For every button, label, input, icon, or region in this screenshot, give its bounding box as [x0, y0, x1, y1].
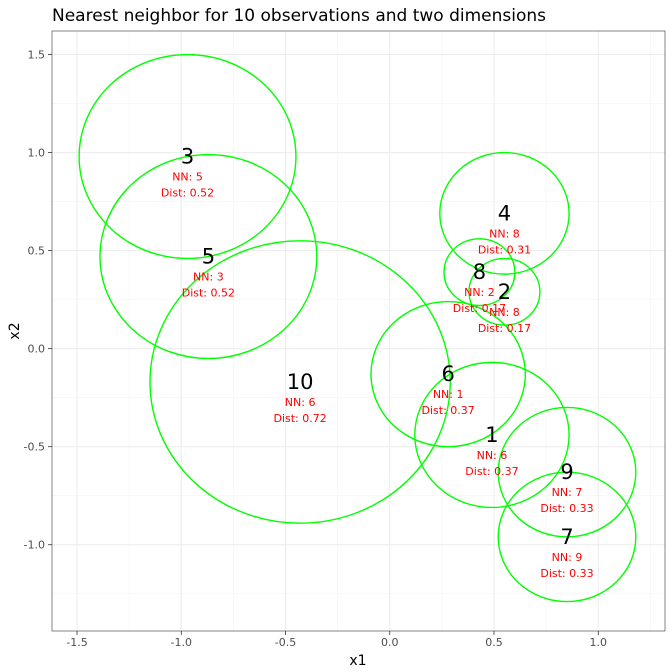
nn-label-6: NN: 1 [433, 388, 464, 401]
x-tick-label: 0.5 [485, 636, 503, 649]
y-tick-label: 1.0 [28, 147, 46, 160]
x-tick-label: 1.0 [590, 636, 608, 649]
dist-label-9: Dist: 0.33 [540, 502, 593, 515]
distance-circle-7 [497, 471, 637, 603]
x-tick-label: -1.5 [66, 636, 87, 649]
chart-title: Nearest neighbor for 10 observations and… [52, 6, 546, 26]
point-id-label-9: 9 [560, 460, 573, 484]
nn-label-5: NN: 3 [193, 270, 224, 283]
panel-border [51, 30, 666, 632]
distance-circle-3 [78, 53, 297, 260]
nn-label-8: NN: 2 [464, 286, 495, 299]
y-tick-label: 1.5 [28, 49, 46, 62]
point-id-label-1: 1 [485, 423, 498, 447]
dist-label-10: Dist: 0.72 [273, 412, 326, 425]
distance-circle-4 [439, 151, 570, 275]
distance-circles [78, 53, 637, 603]
point-id-label-10: 10 [287, 370, 314, 394]
nn-label-9: NN: 7 [552, 486, 583, 499]
x-axis: -1.5 -1.0 -0.5 0.0 0.5 1.0 [66, 631, 607, 649]
point-id-label-7: 7 [560, 525, 573, 549]
nn-label-4: NN: 8 [489, 227, 520, 240]
y-tick-label: -0.5 [24, 441, 45, 454]
nn-label-10: NN: 6 [285, 396, 316, 409]
distance-circle-8 [443, 238, 516, 307]
x-tick-label: -1.0 [171, 636, 192, 649]
dist-label-8: Dist: 0.17 [453, 302, 506, 315]
dist-label-7: Dist: 0.33 [540, 567, 593, 580]
dist-label-3: Dist: 0.52 [161, 186, 214, 199]
distance-circle-9 [497, 406, 637, 538]
point-id-label-4: 4 [498, 201, 511, 225]
nn-label-1: NN: 6 [477, 449, 508, 462]
dist-label-6: Dist: 0.37 [422, 404, 475, 417]
distance-circle-10 [149, 240, 451, 524]
dist-label-5: Dist: 0.52 [182, 286, 235, 299]
nn-label-3: NN: 5 [172, 170, 203, 183]
point-id-label-3: 3 [181, 144, 194, 168]
y-axis-title: x2 [7, 322, 23, 339]
dist-label-1: Dist: 0.37 [465, 465, 518, 478]
point-id-label-8: 8 [473, 260, 486, 284]
y-axis: -1.0 -0.5 0.0 0.5 1.0 1.5 [24, 49, 52, 552]
point-id-label-5: 5 [202, 244, 215, 268]
x-tick-label: 0.0 [381, 636, 399, 649]
distance-circle-5 [99, 153, 318, 360]
point-id-label-2: 2 [498, 280, 511, 304]
point-id-label-6: 6 [441, 362, 454, 386]
x-axis-title: x1 [349, 653, 366, 669]
x-tick-label: -0.5 [275, 636, 296, 649]
nn-label-7: NN: 9 [552, 551, 583, 564]
distance-circle-1 [414, 361, 570, 509]
dist-label-2: Dist: 0.17 [478, 322, 531, 335]
dist-label-4: Dist: 0.31 [478, 243, 531, 256]
y-tick-label: -1.0 [24, 539, 45, 552]
y-tick-label: 0.0 [28, 343, 46, 356]
y-tick-label: 0.5 [28, 245, 46, 258]
nn-label-2: NN: 8 [489, 306, 520, 319]
distance-circle-6 [370, 300, 527, 448]
grid-lines [52, 31, 665, 631]
